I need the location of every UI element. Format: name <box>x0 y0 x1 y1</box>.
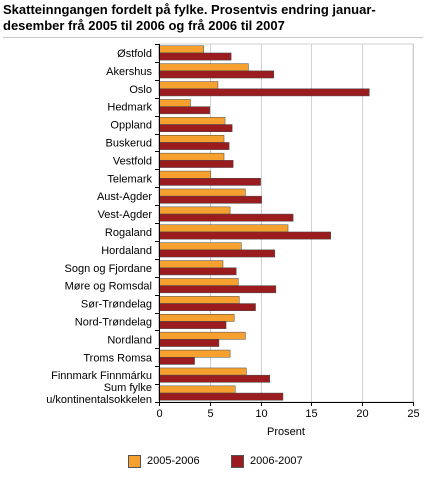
bar-2005-2006-sør-trøndelag <box>158 296 240 304</box>
bar-2005-2006-sogn-og-fjordane <box>158 260 224 268</box>
category-label-troms-romsa: Troms Romsa <box>83 352 153 364</box>
legend-swatch-2005-2006 <box>128 454 141 468</box>
bar-2005-2006-akershus <box>158 63 249 72</box>
category-label-akershus: Akershus <box>106 66 152 78</box>
bar-2006-2007-troms-romsa <box>158 357 195 365</box>
bar-2006-2007-møre-og-romsdal <box>158 285 277 294</box>
category-label-sum-fylke-u-kontinentalsokkelen: Sum fylke u/kontinentalsokkelen <box>46 382 152 406</box>
bar-2006-2007-sogn-og-fjordane <box>158 267 237 276</box>
category-label-sogn-og-fjordane: Sogn og Fjordane <box>65 263 152 275</box>
plot-frame <box>158 43 414 403</box>
chart-title: Skatteinngangen fordelt på fylke. Prosen… <box>3 2 376 33</box>
bar-2005-2006-vestfold <box>158 152 225 161</box>
x-tick-label-0: 0 <box>156 408 162 420</box>
bar-2005-2006-aust-agder <box>158 188 246 197</box>
bar-2005-2006-nord-trøndelag <box>158 314 235 322</box>
bar-2005-2006-telemark <box>158 170 212 179</box>
bar-2006-2007-finnmark-finnmárku <box>158 374 270 383</box>
bar-2006-2007-hedmark <box>158 106 211 115</box>
bar-2005-2006-hordaland <box>158 242 242 251</box>
bar-2005-2006-hedmark <box>158 99 191 107</box>
bar-2005-2006-vest-agder <box>158 206 231 215</box>
bar-2006-2007-rogaland <box>158 231 331 240</box>
bar-2005-2006-finnmark-finnmárku <box>158 367 247 376</box>
bar-2005-2006-troms-romsa <box>158 349 231 358</box>
category-label-nord-trøndelag: Nord-Trøndelag <box>75 316 152 328</box>
x-tick-label-15: 15 <box>305 408 317 420</box>
bar-2006-2007-sum-fylke-u-kontinentalsokkelen <box>158 392 284 401</box>
bar-2006-2007-nordland <box>158 339 220 347</box>
x-tick-label-25: 25 <box>407 408 419 420</box>
bar-2006-2007-buskerud <box>158 142 230 150</box>
x-axis-title: Prosent <box>267 426 305 438</box>
legend-swatch-2006-2007 <box>231 454 244 468</box>
category-label-sør-trøndelag: Sør-Trøndelag <box>81 299 152 311</box>
title-divider <box>3 37 423 38</box>
category-label-vestfold: Vestfold <box>113 155 152 167</box>
bar-2005-2006-møre-og-romsdal <box>158 278 239 286</box>
bar-2005-2006-buskerud <box>158 135 225 143</box>
category-label-hedmark: Hedmark <box>107 102 152 114</box>
x-tick-label-10: 10 <box>255 408 267 420</box>
bar-2006-2007-aust-agder <box>158 195 262 204</box>
category-label-finnmark-finnmárku: Finnmark Finnmárku <box>51 370 152 382</box>
legend-item-2005-2006: 2005-2006 <box>128 452 200 470</box>
x-tick-label-5: 5 <box>207 408 213 420</box>
bar-2006-2007-telemark <box>158 178 261 186</box>
category-label-buskerud: Buskerud <box>106 137 152 149</box>
category-label-telemark: Telemark <box>107 173 152 185</box>
bar-2006-2007-vest-agder <box>158 213 294 222</box>
x-tick-label-20: 20 <box>356 408 368 420</box>
legend-label-2006-2007: 2006-2007 <box>250 455 303 467</box>
bar-2005-2006-sum-fylke-u-kontinentalsokkelen <box>158 385 236 394</box>
legend-label-2005-2006: 2005-2006 <box>147 455 200 467</box>
bar-2006-2007-østfold <box>158 52 232 61</box>
bar-2006-2007-akershus <box>158 70 275 79</box>
category-label-aust-agder: Aust-Agder <box>97 191 152 203</box>
category-label-hordaland: Hordaland <box>101 245 152 257</box>
category-label-oppland: Oppland <box>110 120 152 132</box>
category-label-vest-agder: Vest-Agder <box>98 209 153 221</box>
category-label-oslo: Oslo <box>129 84 152 96</box>
category-label-rogaland: Rogaland <box>105 227 152 239</box>
bar-2006-2007-nord-trøndelag <box>158 321 227 329</box>
bar-2005-2006-østfold <box>158 45 204 54</box>
bar-2006-2007-vestfold <box>158 160 234 168</box>
bar-2005-2006-oslo <box>158 81 219 90</box>
category-label-nordland: Nordland <box>107 334 152 346</box>
bar-2006-2007-oppland <box>158 124 233 133</box>
bar-2005-2006-oppland <box>158 117 226 125</box>
bar-chart: 0 5 10 15 20 25 Østfold Akershus Oslo Hedmark Oppl… <box>46 43 420 438</box>
bar-2005-2006-rogaland <box>158 224 289 233</box>
legend-item-2006-2007: 2006-2007 <box>231 452 303 470</box>
bar-2006-2007-oslo <box>158 88 370 97</box>
bar-2006-2007-sør-trøndelag <box>158 303 256 311</box>
bar-2006-2007-hordaland <box>158 249 276 258</box>
category-label-østfold: Østfold <box>117 48 152 60</box>
bar-2005-2006-nordland <box>158 331 246 340</box>
category-label-møre-og-romsdal: Møre og Romsdal <box>65 281 152 293</box>
chart-legend: 2005-2006 2006-2007 <box>0 452 426 470</box>
